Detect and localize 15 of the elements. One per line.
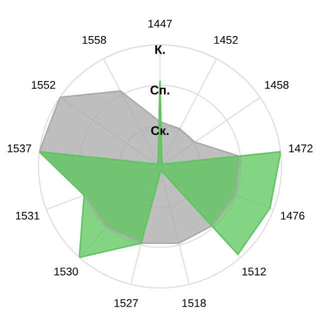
spoke-label: 1558 xyxy=(82,36,106,44)
spoke-label: 1447 xyxy=(148,20,172,28)
spoke-label: 1531 xyxy=(16,212,40,220)
spoke-label: 1452 xyxy=(214,36,238,44)
y-tick-label: К. xyxy=(155,45,165,54)
y-tick-label: Ск. xyxy=(151,126,169,136)
spoke-label: 1530 xyxy=(54,268,78,276)
spoke-label: 1537 xyxy=(8,144,32,152)
spoke-label: 1527 xyxy=(114,299,138,308)
spoke-label: 1458 xyxy=(265,81,289,89)
spoke-label: 1472 xyxy=(289,144,313,152)
spoke-label: 1512 xyxy=(242,268,266,276)
spoke-label: 1476 xyxy=(281,212,304,220)
spoke-label: 1518 xyxy=(182,299,206,308)
spoke-label: 1552 xyxy=(32,81,56,89)
